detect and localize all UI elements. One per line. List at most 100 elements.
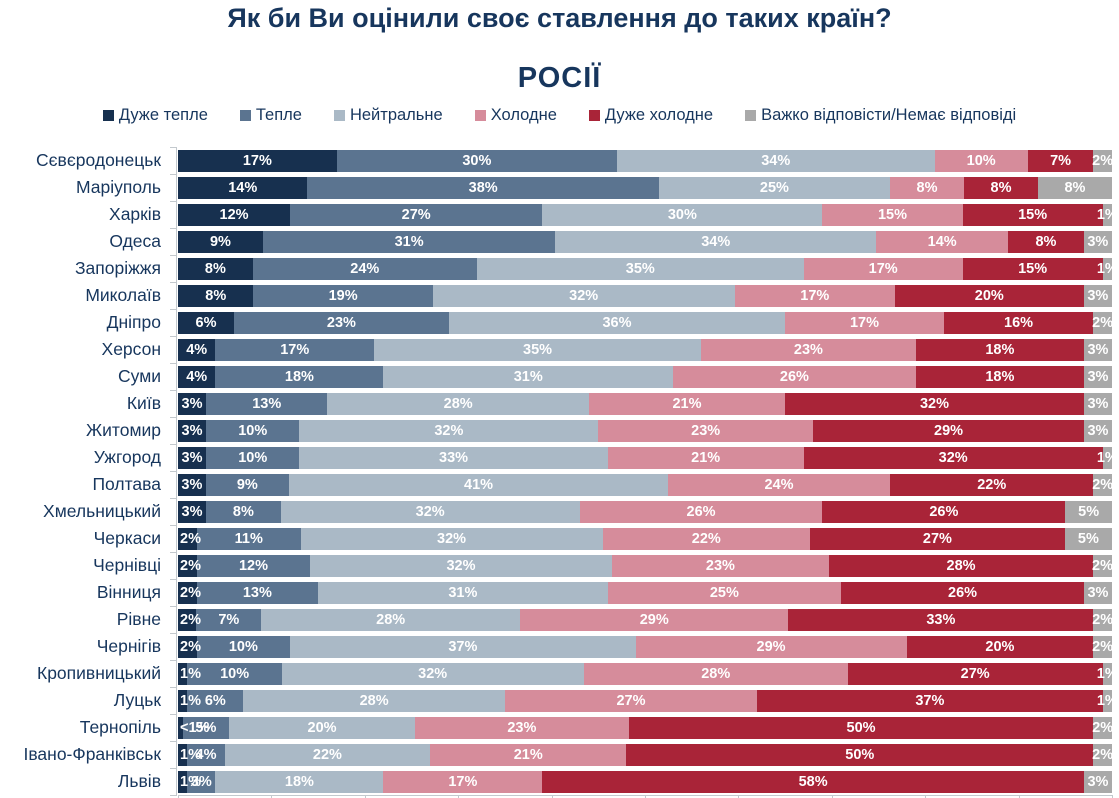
bar-value-label: 17% <box>849 314 879 331</box>
bar-segment: 25% <box>607 581 842 604</box>
bar-value-label: 29% <box>639 611 669 628</box>
bar-segment: 26% <box>579 500 823 523</box>
stacked-bar: 3% 10% 33% 21% 32% 1% <box>178 446 1118 469</box>
chart-row: Хмельницький 3% 8% 32% 26% 26% 5% <box>0 498 1119 525</box>
stacked-bar: 14% 38% 25% 8% 8% 8% <box>178 176 1112 199</box>
y-axis-tick <box>170 579 177 580</box>
bar-value-label: 3% <box>1087 422 1109 439</box>
bar-segment: 13% <box>206 392 328 415</box>
bar-value-label: 31% <box>448 584 478 601</box>
bar-value-label: 20% <box>974 287 1004 304</box>
bar-value-label: 8% <box>990 179 1012 196</box>
bar-segment: 32% <box>300 527 603 550</box>
bar-segment: 2% <box>1092 311 1113 334</box>
stacked-bar: 1% 10% 32% 28% 27% 1% <box>178 662 1118 685</box>
bar-value-label: 1% <box>1096 665 1118 682</box>
bar-segment: 22% <box>224 743 431 766</box>
stacked-bar: 3% 8% 32% 26% 26% 5% <box>178 500 1112 523</box>
bar-segment: 28% <box>583 662 848 685</box>
y-axis-tick <box>170 363 177 364</box>
category-label: Дніпро <box>106 312 161 332</box>
stacked-bar: 1% 3% 18% 17% 58% 3% <box>178 770 1112 793</box>
bar-segment: 1% <box>178 743 201 766</box>
bar-value-label: 20% <box>985 638 1015 655</box>
bar-segment: 8% <box>206 500 281 523</box>
bar-segment: 30% <box>336 149 617 172</box>
bar-segment: 25% <box>658 176 891 199</box>
bar-value-label: 2% <box>1092 746 1114 763</box>
bar-segment: 2% <box>1092 608 1114 631</box>
legend-swatch-icon <box>102 110 114 121</box>
bar-value-label: 3% <box>181 395 203 412</box>
bar-value-label: 5% <box>1077 530 1099 547</box>
bar-segment: 17% <box>383 770 543 793</box>
x-axis-tick <box>271 795 273 798</box>
bar-value-label: 58% <box>798 773 828 790</box>
bar-segment: 32% <box>280 500 580 523</box>
bar-segment: 1% <box>1097 203 1118 226</box>
chart-row: Херсон 4% 17% 35% 23% 18% 3% <box>0 336 1119 363</box>
bar-segment: 27% <box>847 662 1103 685</box>
bar-value-label: 12% <box>219 206 249 223</box>
bar-segment: 3% <box>178 473 206 496</box>
y-axis-tick <box>170 471 177 472</box>
legend-swatch-icon <box>333 110 345 121</box>
bar-value-label: 3% <box>181 476 203 493</box>
y-axis-tick <box>170 606 177 607</box>
bar-value-label: 22% <box>691 530 721 547</box>
bar-value-label: 1% <box>180 746 201 763</box>
bar-value-label: 19% <box>328 287 358 304</box>
stacked-bar: 2% 13% 31% 25% 26% 3% <box>178 581 1112 604</box>
bar-segment: 17% <box>785 311 944 334</box>
bar-segment: 18% <box>215 770 384 793</box>
bar-value-label: 29% <box>756 638 786 655</box>
bar-segment: 34% <box>616 149 935 172</box>
stacked-bar: 2% 7% 28% 29% 33% 2% <box>178 608 1114 631</box>
bar-segment: 2% <box>178 608 201 631</box>
bar-value-label: 13% <box>242 584 272 601</box>
bar-value-label: 26% <box>779 368 809 385</box>
chart-row: Київ 3% 13% 28% 21% 32% 3% <box>0 390 1119 417</box>
bar-segment: 31% <box>318 581 608 604</box>
bar-segment: 29% <box>813 419 1084 442</box>
bar-value-label: 24% <box>350 260 380 277</box>
bar-segment: 16% <box>943 311 1094 334</box>
bar-segment: 13% <box>196 581 319 604</box>
bar-value-label: 26% <box>686 503 716 520</box>
bar-segment: 23% <box>701 338 916 361</box>
chart-row: Черкаси 2% 11% 32% 22% 27% 5% <box>0 525 1119 552</box>
stacked-bar: 4% 18% 31% 26% 18% 3% <box>178 365 1112 388</box>
bar-value-label: 18% <box>985 341 1015 358</box>
bar-value-label: 14% <box>228 179 258 196</box>
category-label: Черкаси <box>93 528 161 548</box>
stacked-bar: 8% 24% 35% 17% 15% 1% <box>178 257 1118 280</box>
bar-value-label: 32% <box>434 422 464 439</box>
bar-segment: 14% <box>876 230 1009 253</box>
bar-value-label: 28% <box>946 557 976 574</box>
bar-value-label: 23% <box>691 422 721 439</box>
bar-segment: 19% <box>253 284 433 307</box>
bar-value-label: 35% <box>625 260 655 277</box>
bar-value-label: 1% <box>1096 260 1118 277</box>
bar-value-label: 26% <box>948 584 978 601</box>
y-axis-tick <box>170 768 177 769</box>
y-axis-tick <box>170 255 177 256</box>
chart-title: Як би Ви оцінили своє ставлення до таких… <box>227 3 892 33</box>
bar-value-label: 25% <box>709 584 739 601</box>
bar-value-label: 27% <box>401 206 431 223</box>
bar-value-label: 28% <box>376 611 406 628</box>
bar-segment: 22% <box>602 527 811 550</box>
bar-value-label: <1% <box>180 719 210 736</box>
bar-value-label: 15% <box>1018 260 1048 277</box>
bar-value-label: 4% <box>195 746 217 763</box>
bar-value-label: 28% <box>443 395 473 412</box>
chart-row: Дніпро 6% 23% 36% 17% 16% 2% <box>0 309 1119 336</box>
chart-row: Сєвєродонецьк 17% 30% 34% 10% 7% 2% <box>0 147 1119 174</box>
bar-value-label: 17% <box>448 773 478 790</box>
bar-segment: 22% <box>890 473 1094 496</box>
bar-segment: 2% <box>1092 554 1113 577</box>
y-axis-tick <box>170 444 177 445</box>
bar-segment: 2% <box>1092 473 1113 496</box>
stacked-bar: 4% 17% 35% 23% 18% 3% <box>178 338 1112 361</box>
bar-value-label: 2% <box>1092 611 1114 628</box>
